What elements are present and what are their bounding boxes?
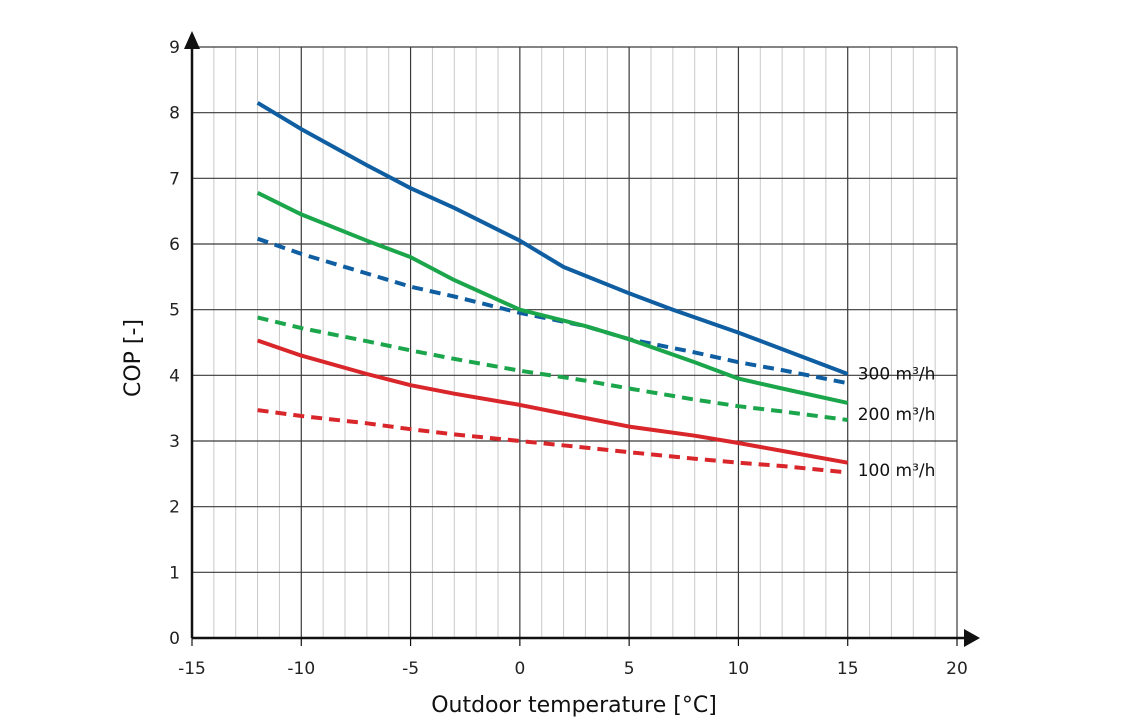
x-tick-label: 20 xyxy=(946,659,968,679)
y-tick-label: 2 xyxy=(169,498,180,518)
x-tick-label: 10 xyxy=(728,659,750,679)
series-label: 200 m³/h xyxy=(858,405,936,425)
y-tick-label: 3 xyxy=(169,432,180,452)
x-tick-label: -10 xyxy=(287,659,315,679)
series-line-100-m-h-dashed xyxy=(257,408,848,475)
x-tick-label: 15 xyxy=(837,659,859,679)
series-line-200-m-h-dashed xyxy=(257,315,848,422)
series-line-300-m-h-solid xyxy=(256,101,849,376)
series-lines xyxy=(256,101,849,475)
x-tick-label: 5 xyxy=(624,659,635,679)
x-axis-title: Outdoor temperature [°C] xyxy=(431,693,717,718)
y-tick-label: 8 xyxy=(169,104,180,124)
y-tick-label: 5 xyxy=(169,301,180,321)
x-axis-arrow-icon xyxy=(964,629,980,647)
x-tick-label: 0 xyxy=(514,659,525,679)
y-tick-label: 9 xyxy=(169,38,180,58)
y-tick-label: 6 xyxy=(169,235,180,255)
minor-grid xyxy=(213,47,936,638)
y-tick-label: 0 xyxy=(169,629,180,649)
y-axis-arrow-icon xyxy=(184,31,200,49)
series-line-200-m-h-solid xyxy=(256,191,849,405)
y-tick-label: 1 xyxy=(169,563,180,583)
x-tick-label: -5 xyxy=(402,659,419,679)
series-label: 100 m³/h xyxy=(858,461,936,481)
series-label: 300 m³/h xyxy=(858,364,936,384)
x-tick-label: -15 xyxy=(178,659,206,679)
series-line-100-m-h-solid xyxy=(256,338,849,465)
series-labels: 300 m³/h 200 m³/h 100 m³/h xyxy=(858,364,936,481)
y-tick-label: 7 xyxy=(169,169,180,189)
axes xyxy=(184,31,980,647)
tick-labels: -15 -10 -5 0 5 10 15 20 0 1 2 3 4 5 6 7 8 9 xyxy=(169,38,968,679)
major-grid xyxy=(192,46,958,638)
y-tick-label: 4 xyxy=(169,366,180,386)
y-axis-title: COP [-] xyxy=(121,319,146,397)
